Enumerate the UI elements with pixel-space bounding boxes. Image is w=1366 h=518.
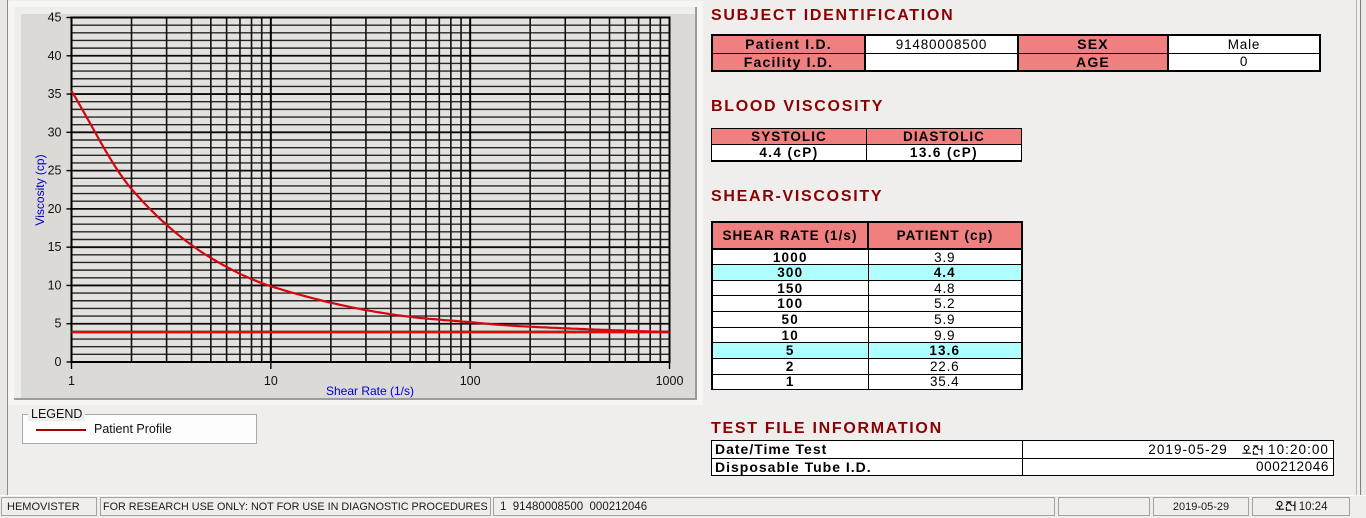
svg-text:1000: 1000 — [656, 374, 684, 388]
svg-text:10: 10 — [48, 278, 62, 292]
svg-text:1: 1 — [68, 374, 75, 388]
svg-text:45: 45 — [48, 11, 62, 25]
svg-text:10: 10 — [264, 374, 278, 388]
svg-text:0: 0 — [55, 355, 62, 369]
svg-text:100: 100 — [460, 374, 481, 388]
svg-text:35: 35 — [48, 87, 62, 101]
svg-text:25: 25 — [48, 164, 62, 178]
svg-text:15: 15 — [48, 240, 62, 254]
svg-text:Shear Rate (1/s): Shear Rate (1/s) — [326, 384, 414, 398]
svg-text:30: 30 — [48, 125, 62, 139]
svg-text:40: 40 — [48, 49, 62, 63]
svg-text:Viscosity (cp): Viscosity (cp) — [33, 154, 47, 225]
svg-text:5: 5 — [55, 317, 62, 331]
svg-text:20: 20 — [48, 202, 62, 216]
